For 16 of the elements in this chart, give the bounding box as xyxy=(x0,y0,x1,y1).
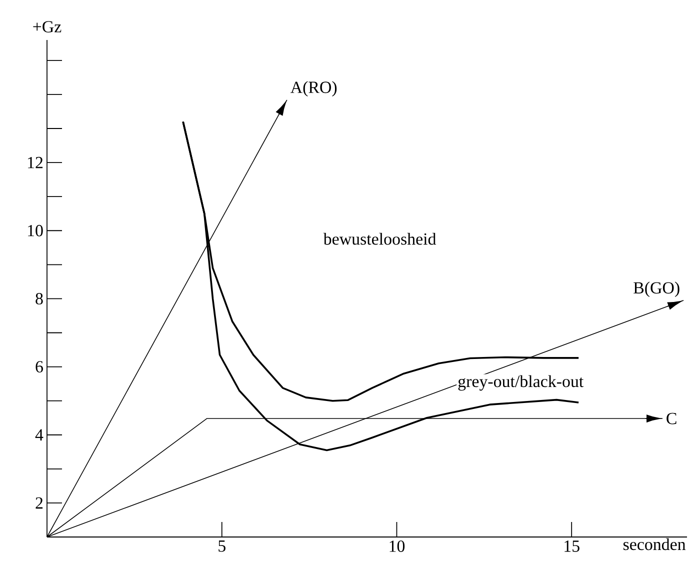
legend-label: C xyxy=(666,412,676,424)
y-tick-label: 12 xyxy=(28,156,43,168)
x-tick-label: 10 xyxy=(390,540,405,552)
y-tick-label: 8 xyxy=(36,292,43,304)
annotation: grey-out/black-out xyxy=(458,375,584,391)
y-tick-label: 2 xyxy=(36,497,43,509)
series-label: A(RO) xyxy=(290,81,337,97)
y-axis-title: +Gz xyxy=(33,21,62,32)
y-tick-label: 4 xyxy=(35,429,44,440)
series-label: B(GO) xyxy=(634,282,680,298)
x-tick-label: 5 xyxy=(218,540,226,552)
y-tick-label: 6 xyxy=(36,361,43,372)
x-axis-title: seconden xyxy=(623,538,686,550)
x-tick-label: 15 xyxy=(564,540,580,552)
annotation: bewusteloosheid xyxy=(323,232,436,245)
y-tick-label: 10 xyxy=(28,224,43,236)
